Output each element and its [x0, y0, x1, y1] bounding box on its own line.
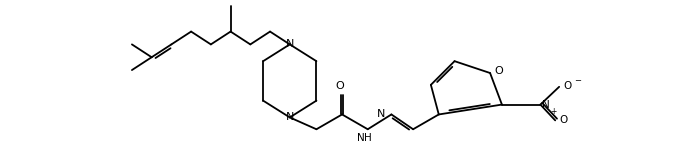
Text: N: N [285, 39, 294, 49]
Text: +: + [550, 107, 556, 116]
Text: N: N [377, 109, 386, 120]
Text: N: N [542, 100, 551, 110]
Text: N: N [357, 133, 365, 143]
Text: O: O [335, 81, 345, 91]
Text: O: O [559, 115, 567, 125]
Text: N: N [285, 112, 294, 122]
Text: H: H [364, 133, 372, 143]
Text: −: − [574, 76, 581, 85]
Text: O: O [495, 66, 503, 76]
Text: O: O [563, 81, 571, 91]
